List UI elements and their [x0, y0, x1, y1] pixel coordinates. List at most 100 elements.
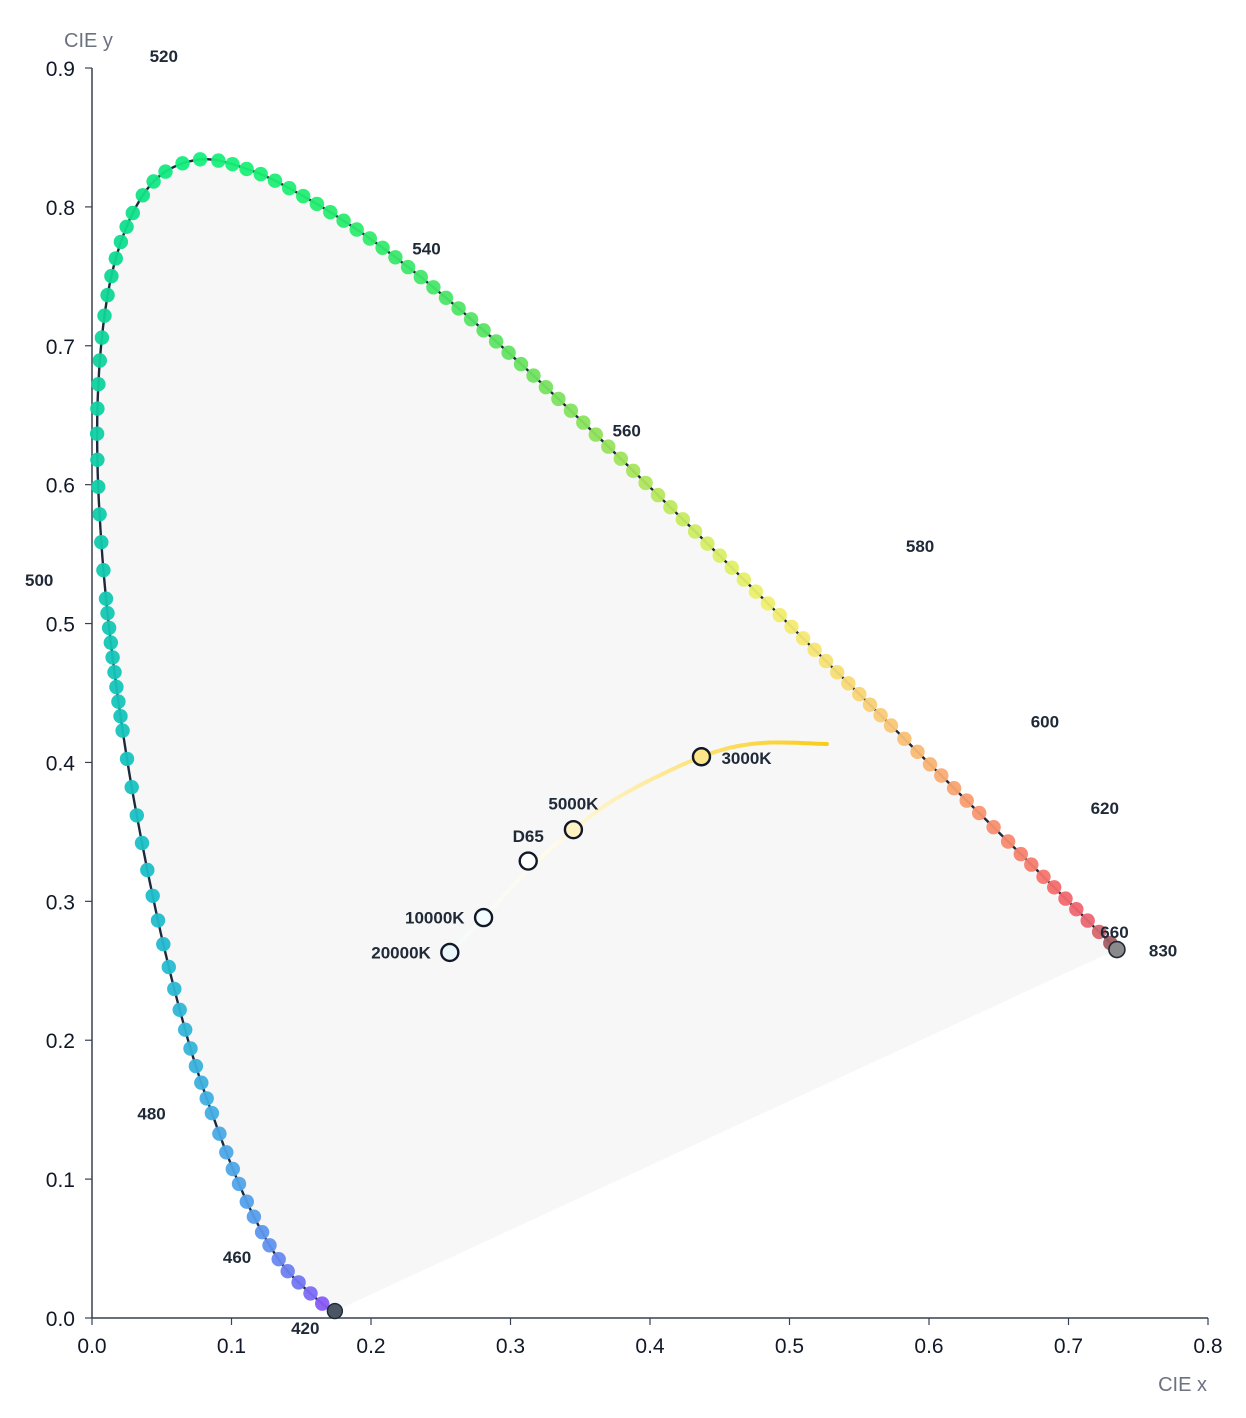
- locus-dot: [488, 334, 504, 349]
- locus-dot: [140, 862, 155, 878]
- wavelength-label-460: 460: [223, 1248, 251, 1267]
- locus-dot: [897, 731, 912, 746]
- locus-dot: [119, 751, 135, 767]
- locus-dot: [513, 356, 529, 372]
- y-tick-label: 0.9: [46, 58, 75, 81]
- white-point-label-20000k: 20000K: [371, 943, 431, 962]
- locus-dot: [413, 269, 428, 285]
- wavelength-label-540: 540: [412, 239, 440, 258]
- x-tick-label: 0.1: [217, 1335, 246, 1358]
- locus-dot: [183, 1041, 198, 1056]
- x-tick-label: 0.4: [635, 1335, 665, 1358]
- locus-dot: [194, 1075, 209, 1090]
- locus-dot: [109, 679, 124, 695]
- locus-dot: [650, 487, 666, 503]
- locus-dot: [784, 619, 799, 634]
- white-point-3000k: [691, 747, 712, 767]
- x-tick-label: 0.5: [775, 1335, 804, 1358]
- locus-dot: [852, 686, 867, 702]
- white-point-label-5000k: 5000K: [548, 795, 599, 814]
- locus-dot: [254, 1225, 270, 1240]
- locus-dot: [1047, 880, 1062, 895]
- locus-end-blue: [326, 1302, 344, 1320]
- wavelength-label-500: 500: [25, 571, 53, 590]
- locus-dot: [282, 181, 297, 196]
- locus-dot: [375, 240, 390, 255]
- locus-dot: [349, 222, 364, 237]
- wavelength-labels: 420 460 480 500 520 540 560 580 600 620 660 830: [25, 47, 1177, 1338]
- locus-dot: [134, 835, 150, 851]
- locus-dot: [92, 353, 108, 368]
- locus-dot: [323, 205, 338, 220]
- locus-dot: [910, 744, 925, 759]
- white-point-label-3000k: 3000K: [721, 749, 772, 768]
- wavelength-label-620: 620: [1091, 799, 1119, 818]
- axes: 0.0 0.1 0.2 0.3 0.4 0.5 0.6 0.7 0.8 0.0 0.1 0.2 0.3…: [46, 30, 1223, 1396]
- wavelength-label-830: 830: [1149, 942, 1177, 961]
- locus-dot: [862, 697, 878, 712]
- locus-dot: [124, 780, 139, 795]
- locus-dot: [873, 708, 888, 723]
- locus-dot: [613, 451, 628, 466]
- locus-dot: [451, 301, 466, 316]
- locus-dot: [795, 631, 811, 646]
- x-tick-label: 0.3: [496, 1335, 525, 1358]
- locus-dot: [959, 793, 974, 808]
- locus-dot: [687, 524, 703, 539]
- y-axis-title: CIE y: [64, 30, 113, 52]
- locus-dot: [239, 1194, 254, 1209]
- locus-dot: [231, 1176, 247, 1192]
- locus-dot: [700, 536, 715, 551]
- gamut-fill-layer: [97, 159, 1118, 1312]
- locus-dot: [336, 213, 351, 228]
- locus-dot: [113, 234, 129, 250]
- locus-dot: [172, 1002, 187, 1017]
- locus-dot: [145, 888, 160, 903]
- locus-dot: [150, 913, 166, 928]
- locus-dot: [97, 308, 112, 323]
- locus-dot: [192, 152, 208, 167]
- locus-dot: [303, 1286, 318, 1301]
- locus-dot: [526, 368, 541, 383]
- locus-dot: [98, 591, 114, 606]
- locus-dot: [90, 401, 105, 416]
- wavelength-label-580: 580: [906, 537, 934, 556]
- locus-dot: [663, 500, 678, 515]
- locus-dot: [748, 584, 764, 599]
- locus-dot: [211, 153, 226, 168]
- gamut-fill: [97, 159, 1118, 1312]
- locus-dot: [253, 166, 268, 182]
- locus-dot: [883, 718, 899, 733]
- locus-dot: [146, 174, 161, 189]
- x-tick-label: 0.8: [1193, 1335, 1222, 1358]
- locus-dot: [94, 535, 109, 550]
- locus-dot: [1000, 834, 1016, 849]
- locus-dot: [675, 512, 690, 527]
- locus-dot: [129, 808, 144, 823]
- locus-dot: [262, 1238, 277, 1253]
- locus-dot: [538, 380, 554, 395]
- locus-dot: [438, 290, 454, 305]
- white-point-10000k: [473, 907, 494, 928]
- locus-dot: [188, 1058, 204, 1074]
- locus-dot: [175, 156, 190, 171]
- locus-dot: [96, 563, 111, 578]
- planckian-locus-line: [447, 740, 829, 955]
- white-point-5000k: [563, 819, 584, 840]
- locus-dot: [280, 1264, 295, 1279]
- y-tick-label: 0.7: [46, 336, 75, 359]
- locus-dot: [501, 345, 516, 360]
- y-tick-label: 0.0: [46, 1308, 75, 1331]
- locus-dot: [1058, 891, 1073, 906]
- locus-dot: [92, 507, 107, 522]
- locus-dot: [972, 805, 987, 821]
- locus-dot: [91, 377, 106, 392]
- locus-dot: [219, 1145, 234, 1160]
- locus-dot: [986, 820, 1001, 835]
- locus-dot: [934, 768, 949, 783]
- locus-dot: [400, 259, 416, 275]
- locus-dot: [246, 1209, 262, 1224]
- wavelength-label-660: 660: [1100, 923, 1128, 942]
- y-tick-label: 0.1: [46, 1169, 75, 1192]
